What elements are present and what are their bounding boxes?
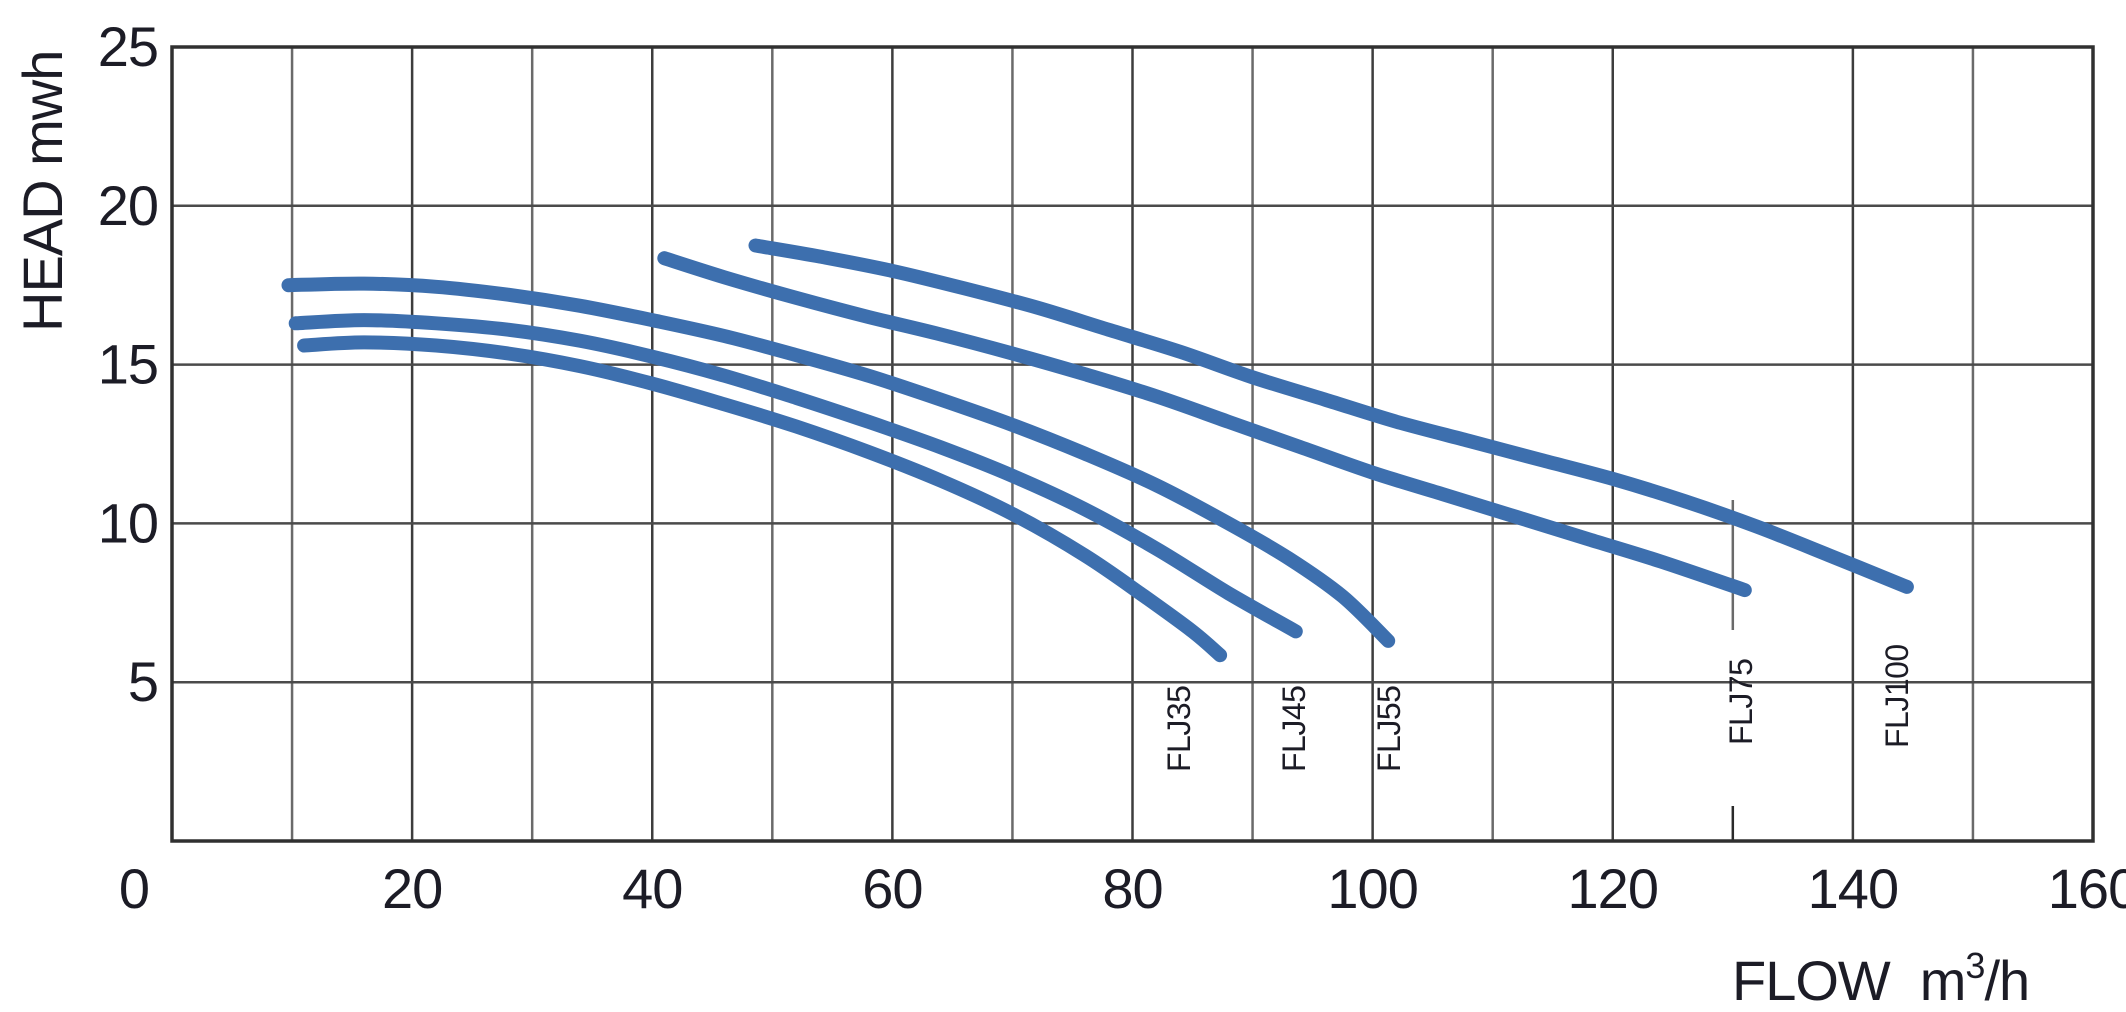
curve-label-flj45: FLJ45 bbox=[1276, 686, 1312, 772]
x-axis-unit-suffix: /h bbox=[1984, 949, 2029, 1012]
x-axis-unit-base: m bbox=[1920, 949, 1966, 1012]
curve-label-layer: FLJ35 FLJ45 FLJ55 FLJ75 FLJ100 bbox=[1161, 644, 1915, 772]
tick-label-layer: 0 20 40 60 80 100 120 140 160 25 20 15 10 5 bbox=[98, 15, 2126, 920]
x-tick-label-100: 100 bbox=[1327, 857, 1417, 920]
y-tick-label-5: 5 bbox=[128, 650, 158, 713]
curve-label-flj35: FLJ35 bbox=[1161, 686, 1197, 772]
x-axis-title: FLOW m3/h bbox=[1732, 945, 2029, 1012]
curve-flj55 bbox=[281, 276, 1396, 648]
x-tick-label-120: 120 bbox=[1568, 857, 1658, 920]
x-tick-label-0: 0 bbox=[119, 857, 149, 920]
y-tick-label-15: 15 bbox=[98, 333, 158, 396]
y-tick-label-25: 25 bbox=[98, 15, 158, 78]
x-tick-label-20: 20 bbox=[382, 857, 442, 920]
curve-flj100 bbox=[748, 238, 1914, 594]
curve-flj35 bbox=[297, 335, 1228, 663]
y-axis-title: HEAD mwh bbox=[11, 51, 74, 332]
x-axis-title-word: FLOW bbox=[1732, 949, 1891, 1012]
y-tick-label-20: 20 bbox=[98, 174, 158, 237]
x-tick-label-140: 140 bbox=[1808, 857, 1898, 920]
y-tick-label-10: 10 bbox=[98, 491, 158, 554]
x-tick-label-40: 40 bbox=[622, 857, 682, 920]
plot-border bbox=[170, 45, 2095, 843]
grid-layer bbox=[170, 45, 2095, 843]
x-tick-label-160: 160 bbox=[2048, 857, 2126, 920]
x-tick-label-80: 80 bbox=[1102, 857, 1162, 920]
curve-flj45 bbox=[288, 313, 1303, 639]
x-axis-unit-exponent: 3 bbox=[1965, 945, 1984, 986]
curve-flj75 bbox=[657, 251, 1752, 598]
x-tick-label-60: 60 bbox=[862, 857, 922, 920]
curve-label-flj55: FLJ55 bbox=[1371, 686, 1407, 772]
curve-label-flj75: FLJ75 bbox=[1723, 659, 1759, 745]
curve-label-flj100: FLJ100 bbox=[1879, 644, 1915, 748]
curve-layer bbox=[281, 238, 1914, 663]
